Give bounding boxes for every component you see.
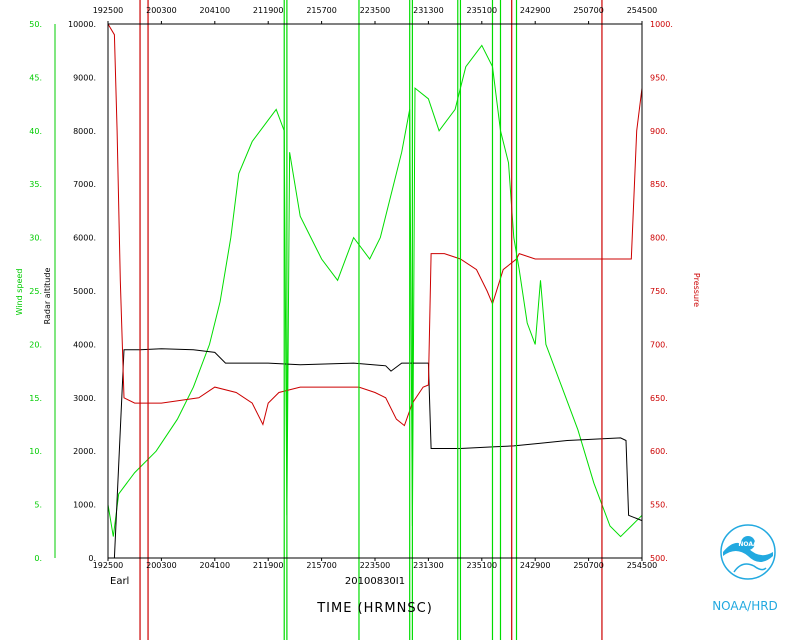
altitude-tick-label: 5000. [73,287,96,296]
pressure-tick-label: 1000. [650,20,673,29]
x-tick-label: 231300 [413,561,444,570]
noaa-logo: NOAA [720,524,776,580]
wind-tick-label: 15. [29,394,42,403]
pressure-tick-label: 800. [650,234,668,243]
x-tick-label-top: 231300 [413,6,444,15]
logo-text: NOAA [738,541,758,548]
altitude-tick-label: 4000. [73,340,96,349]
wind-tick-label: 0. [34,554,42,563]
altitude-tick-label: 7000. [73,180,96,189]
wind-tick-label: 35. [29,180,42,189]
x-tick-label-top: 254500 [627,6,658,15]
pressure-tick-label: 600. [650,447,668,456]
altitude-tick-label: 8000. [73,127,96,136]
pressure-axis-label: Pressure [692,273,701,307]
pressure-tick-label: 850. [650,180,668,189]
x-tick-label: 235100 [467,561,498,570]
wind-tick-labels: 0. 5. 10. 15. 20. 25. 30. 35. 40. 45. 50. [29,20,42,563]
x-tick-labels-bottom: 192500 200300 204100 211900 215700 223500 2313… [93,561,658,570]
x-tick-label-top: 215700 [306,6,337,15]
org-label: NOAA/HRD [712,599,778,613]
pressure-tick-label: 900. [650,127,668,136]
pressure-tick-label: 750. [650,287,668,296]
wind-tick-label: 30. [29,234,42,243]
x-tick-labels-top: 192500 200300 204100 211900 215700 223500 2313… [93,6,658,15]
pressure-tick-label: 700. [650,340,668,349]
altitude-tick-label: 2000. [73,447,96,456]
x-tick-label: 200300 [146,561,177,570]
x-tick-label-top: 242900 [520,6,551,15]
x-tick-label-top: 200300 [146,6,177,15]
x-tick-label-top: 250700 [573,6,604,15]
pressure-tick-label: 550. [650,501,668,510]
series-line-wind [107,44,643,538]
data-lines [107,23,643,559]
x-tick-label: 250700 [573,561,604,570]
x-tick-label: 192500 [93,561,124,570]
ticks [54,21,643,561]
x-tick-label-top: 192500 [93,6,124,15]
x-tick-label: 223500 [360,561,391,570]
wind-tick-label: 5. [34,501,42,510]
x-tick-label: 254500 [627,561,658,570]
x-tick-label: 211900 [253,561,284,570]
x-tick-label-top: 211900 [253,6,284,15]
x-tick-label: 242900 [520,561,551,570]
altitude-tick-label: 9000. [73,73,96,82]
x-tick-label-top: 204100 [200,6,231,15]
wind-tick-label: 25. [29,287,42,296]
wind-tick-label: 45. [29,73,42,82]
altitude-tick-labels: 0. 1000. 2000. 3000. 4000. 5000. 6000. 7000. 800… [68,20,96,563]
altitude-tick-label: 0. [88,554,96,563]
pressure-tick-label: 950. [650,73,668,82]
x-axis-title: TIME (HRMNSC) [316,601,433,616]
altitude-axis-label: Radar altitude [43,268,52,325]
x-tick-label-top: 223500 [360,6,391,15]
storm-label: Earl [110,576,129,587]
flight-id: 20100830I1 [345,576,405,587]
pressure-tick-label: 650. [650,394,668,403]
pressure-tick-label: 500. [650,554,668,563]
altitude-tick-label: 1000. [73,501,96,510]
altitude-tick-label: 10000. [68,20,96,29]
wind-axis-label: Wind speed [15,269,24,316]
series-line-altitude [108,348,643,559]
wind-tick-label: 10. [29,447,42,456]
wind-tick-label: 50. [29,20,42,29]
wind-tick-label: 40. [29,127,42,136]
series-line-pressure [107,23,643,427]
x-tick-label-top: 235100 [467,6,498,15]
plot-frame [107,23,643,559]
altitude-tick-label: 3000. [73,394,96,403]
vertical-spikes [139,0,603,640]
altitude-tick-label: 6000. [73,234,96,243]
wind-tick-label: 20. [29,340,42,349]
x-tick-label: 215700 [306,561,337,570]
x-tick-label: 204100 [200,561,231,570]
pressure-tick-labels: 500. 550. 600. 650. 700. 750. 800. 850. 900. 950.… [650,20,673,563]
